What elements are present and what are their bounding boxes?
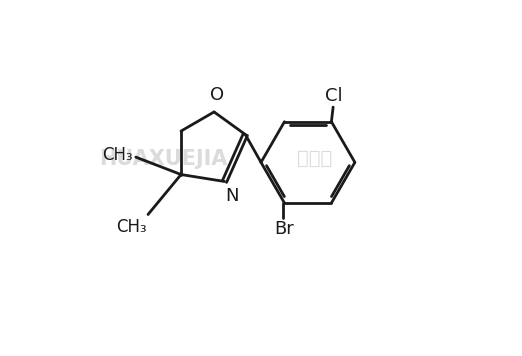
Text: N: N (226, 187, 239, 205)
Text: CH₃: CH₃ (102, 146, 133, 164)
Text: Br: Br (274, 220, 294, 238)
Text: 化学加: 化学加 (297, 150, 333, 168)
Text: Cl: Cl (325, 87, 343, 105)
Text: HUAXUEJIA: HUAXUEJIA (100, 149, 228, 169)
Text: O: O (210, 86, 224, 104)
Text: CH₃: CH₃ (116, 218, 146, 236)
